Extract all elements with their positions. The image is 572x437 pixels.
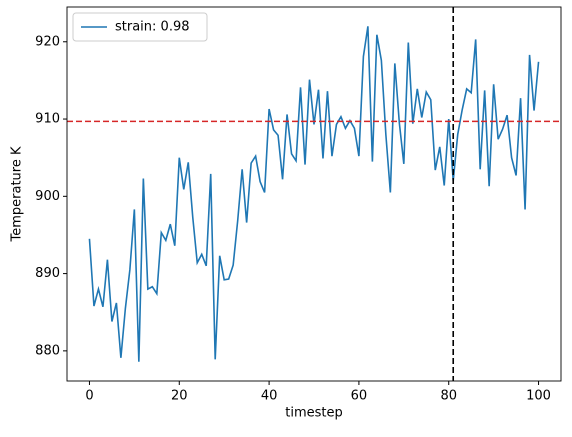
data-line <box>88 26 540 362</box>
x-tick-label: 80 <box>440 389 457 404</box>
y-tick-label: 900 <box>35 189 60 204</box>
legend-box <box>72 12 208 42</box>
y-axis-label: Temperature K <box>10 146 25 242</box>
x-axis-label: timestep <box>285 406 343 421</box>
x-tick-label: 20 <box>171 389 188 404</box>
plot-frame <box>66 6 562 382</box>
x-tick-label: 60 <box>351 389 368 404</box>
x-tick-label: 40 <box>261 389 278 404</box>
y-tick-label: 910 <box>35 112 60 127</box>
x-tick-label: 0 <box>85 389 93 404</box>
y-tick-label: 920 <box>35 34 60 49</box>
legend-label: strain: 0.98 <box>115 20 190 35</box>
y-tick-label: 890 <box>35 266 60 281</box>
y-tick-label: 880 <box>35 343 60 358</box>
x-tick-label: 100 <box>526 389 551 404</box>
